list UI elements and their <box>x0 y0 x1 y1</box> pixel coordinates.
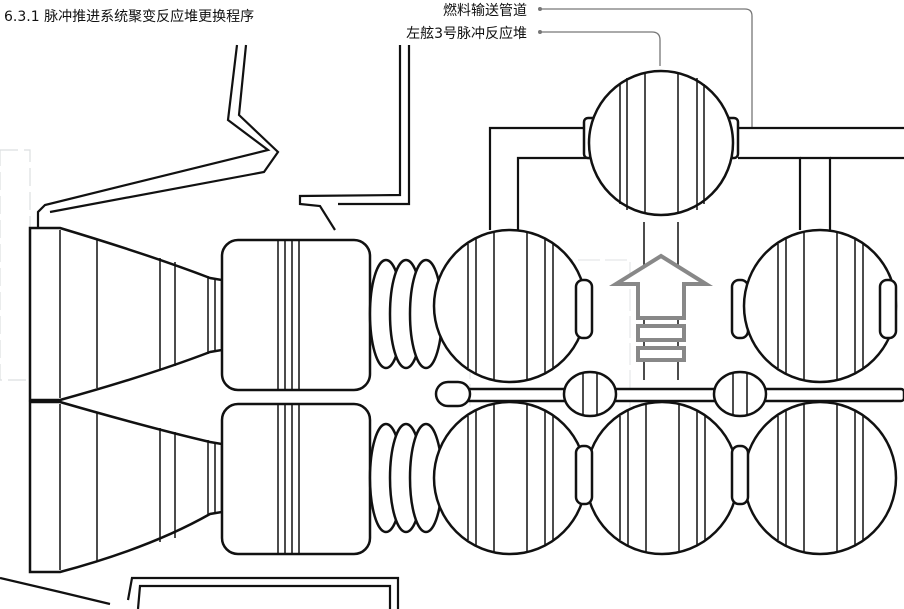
combustion-chamber-upper <box>220 238 372 392</box>
reactor-label: 左舷3号脉冲反应堆 <box>406 25 527 42</box>
fuel-line-label: 燃料输送管道 <box>443 2 527 19</box>
page-title: 6.3.1 脉冲推进系统聚变反应堆更换程序 <box>4 8 254 25</box>
bellows-coupling-lower <box>368 422 444 534</box>
engine-nozzle-upper <box>28 226 224 402</box>
callout-leaders <box>538 7 753 128</box>
sphere-couplings-lower <box>574 444 750 506</box>
lift-arrow <box>609 253 713 362</box>
bellows-coupling-upper <box>368 258 444 370</box>
reactor-sphere-upper-2 <box>730 228 898 384</box>
combustion-chamber-lower <box>220 402 372 556</box>
engine-nozzle-lower <box>28 400 224 574</box>
reactor-sphere-lower-2 <box>584 400 740 556</box>
hull-panels <box>0 44 411 609</box>
reactor-sphere-lower-1 <box>432 400 588 556</box>
central-drive-shaft <box>434 370 904 418</box>
replacement-reactor-sphere <box>582 69 740 217</box>
fuel-transfer-pipes <box>488 126 904 230</box>
reactor-sphere-upper-1 <box>432 228 594 384</box>
reactor-sphere-lower-3 <box>742 400 898 556</box>
